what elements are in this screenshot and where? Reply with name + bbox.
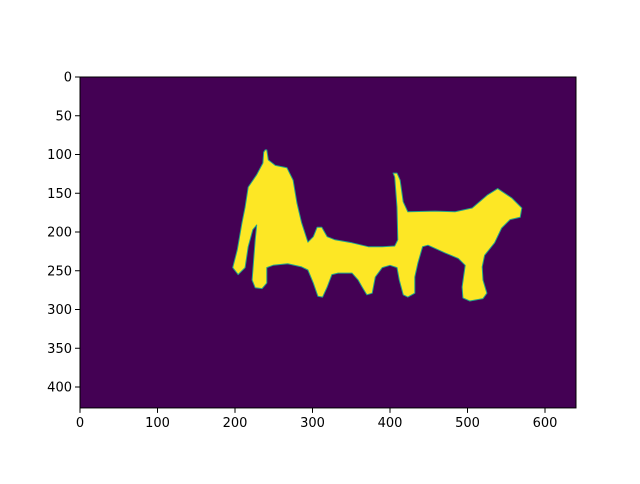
y-tick-label: 300 — [47, 303, 72, 318]
plot-area — [79, 76, 577, 409]
x-tick-label: 300 — [300, 416, 325, 431]
y-tick-label: 0 — [64, 71, 72, 86]
x-tick-label: 600 — [533, 416, 558, 431]
y-tick-label: 250 — [47, 264, 72, 279]
y-tick-label: 400 — [47, 381, 72, 396]
axes-frame — [79, 76, 577, 409]
y-tick-label: 350 — [47, 342, 72, 357]
x-tick-label: 400 — [378, 416, 403, 431]
x-tick-label: 200 — [223, 416, 248, 431]
x-axis: 0 100 200 300 400 500 600 — [76, 407, 558, 431]
x-tick-label: 100 — [145, 416, 170, 431]
mask-foreground-region — [232, 149, 523, 302]
x-tick-label: 0 — [76, 416, 84, 431]
y-axis: 0 50 100 150 200 250 300 350 400 — [47, 71, 80, 396]
x-tick-label: 500 — [455, 416, 480, 431]
y-tick-label: 50 — [55, 109, 72, 124]
y-tick-label: 150 — [47, 187, 72, 202]
y-tick-label: 100 — [47, 148, 72, 163]
y-tick-label: 200 — [47, 226, 72, 241]
